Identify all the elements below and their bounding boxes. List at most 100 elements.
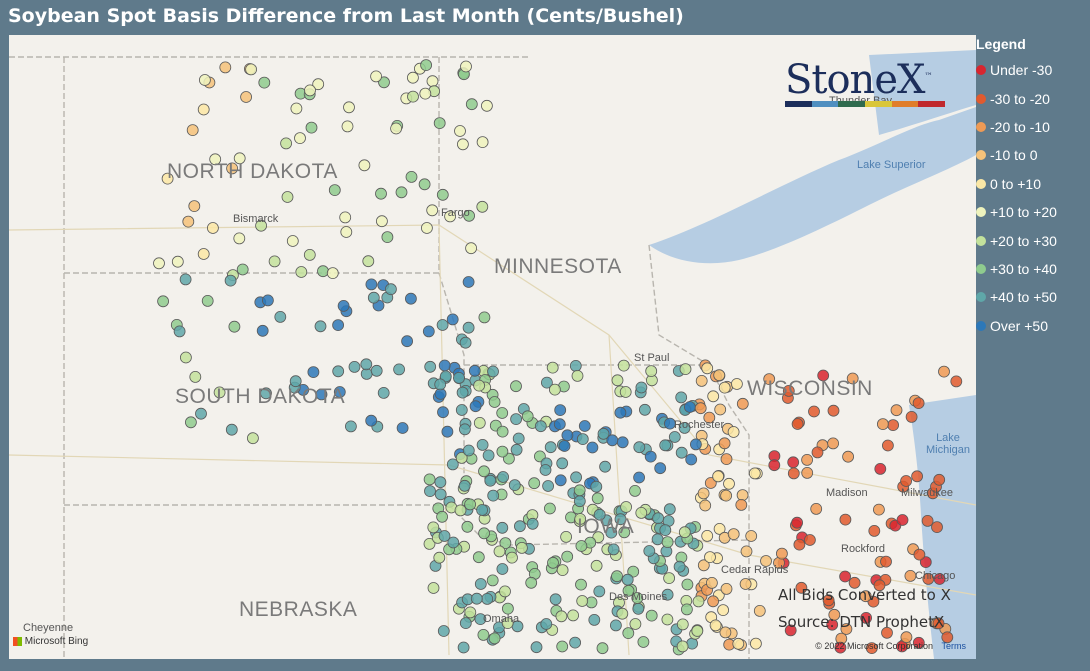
basis-point[interactable] [652, 512, 664, 525]
basis-point[interactable] [189, 370, 202, 383]
basis-point[interactable] [668, 431, 681, 443]
basis-point[interactable] [877, 418, 889, 431]
basis-point[interactable] [405, 170, 418, 183]
basis-point[interactable] [436, 188, 449, 201]
basis-point[interactable] [447, 536, 460, 549]
basis-point[interactable] [619, 386, 632, 398]
basis-point[interactable] [784, 624, 797, 637]
basis-point[interactable] [707, 390, 720, 403]
basis-point[interactable] [575, 578, 587, 591]
basis-point[interactable] [635, 506, 648, 519]
basis-point[interactable] [694, 402, 707, 415]
basis-point[interactable] [659, 439, 672, 452]
basis-point[interactable] [528, 477, 541, 490]
basis-point[interactable] [464, 606, 477, 619]
basis-point[interactable] [497, 471, 510, 483]
basis-point[interactable] [197, 248, 210, 260]
basis-point[interactable] [201, 294, 214, 307]
basis-point[interactable] [904, 570, 917, 582]
basis-point[interactable] [179, 273, 192, 286]
basis-point[interactable] [621, 573, 634, 586]
basis-point[interactable] [182, 215, 195, 228]
basis-point[interactable] [206, 222, 219, 234]
basis-point[interactable] [645, 365, 658, 378]
basis-point[interactable] [760, 555, 772, 567]
basis-point[interactable] [827, 437, 839, 450]
basis-point[interactable] [457, 641, 470, 654]
basis-point[interactable] [470, 592, 483, 605]
basis-point[interactable] [468, 364, 481, 377]
basis-point[interactable] [673, 560, 686, 573]
basis-point[interactable] [905, 410, 918, 423]
basis-point[interactable] [811, 446, 824, 459]
basis-point[interactable] [720, 583, 733, 595]
basis-point[interactable] [197, 103, 210, 116]
basis-point[interactable] [834, 641, 847, 654]
basis-point[interactable] [941, 631, 954, 644]
basis-point[interactable] [684, 401, 696, 413]
basis-point[interactable] [240, 91, 253, 103]
basis-point[interactable] [281, 191, 294, 203]
basis-point[interactable] [314, 320, 327, 333]
basis-point[interactable] [496, 521, 509, 534]
basis-point[interactable] [526, 517, 539, 530]
basis-point[interactable] [456, 138, 469, 151]
basis-point[interactable] [804, 534, 816, 546]
basis-point[interactable] [596, 642, 609, 655]
basis-point[interactable] [420, 222, 433, 234]
basis-point[interactable] [375, 215, 388, 228]
legend-item[interactable]: +10 to +20 [976, 198, 1090, 226]
basis-point[interactable] [438, 530, 451, 542]
basis-point[interactable] [258, 76, 271, 89]
basis-point[interactable] [605, 526, 618, 539]
basis-point[interactable] [712, 470, 724, 483]
basis-point[interactable] [643, 545, 656, 557]
basis-point[interactable] [567, 609, 579, 622]
basis-point[interactable] [644, 450, 657, 463]
basis-point[interactable] [768, 459, 781, 472]
basis-point[interactable] [606, 434, 619, 447]
basis-point[interactable] [407, 90, 419, 103]
basis-point[interactable] [290, 102, 303, 115]
basis-point[interactable] [186, 124, 199, 136]
basis-point[interactable] [664, 417, 676, 430]
basis-point[interactable] [692, 595, 705, 608]
basis-point[interactable] [718, 437, 731, 450]
basis-point[interactable] [512, 432, 525, 445]
basis-point[interactable] [434, 476, 447, 489]
legend-item[interactable]: Over +50 [976, 312, 1090, 340]
basis-point[interactable] [890, 404, 903, 417]
basis-point[interactable] [546, 361, 559, 374]
basis-point[interactable] [341, 120, 354, 133]
basis-point[interactable] [433, 551, 446, 564]
basis-point[interactable] [887, 419, 899, 432]
basis-point[interactable] [465, 98, 478, 111]
basis-point[interactable] [171, 255, 184, 268]
basis-point[interactable] [571, 369, 584, 382]
basis-point[interactable] [446, 313, 459, 326]
basis-point[interactable] [745, 530, 758, 542]
basis-point[interactable] [303, 248, 316, 261]
basis-point[interactable] [434, 378, 447, 391]
basis-point[interactable] [233, 232, 246, 245]
basis-point[interactable] [458, 423, 471, 436]
basis-point[interactable] [499, 585, 511, 598]
basis-point[interactable] [179, 351, 192, 364]
basis-point[interactable] [617, 359, 630, 372]
basis-point[interactable] [499, 537, 512, 550]
basis-point[interactable] [791, 516, 803, 529]
basis-point[interactable] [370, 364, 383, 377]
basis-point[interactable] [434, 488, 447, 501]
basis-point[interactable] [699, 499, 712, 512]
basis-point[interactable] [912, 636, 925, 649]
basis-point[interactable] [375, 187, 387, 200]
basis-point[interactable] [912, 397, 925, 410]
basis-point[interactable] [333, 386, 346, 398]
basis-point[interactable] [695, 374, 708, 387]
basis-point[interactable] [395, 186, 408, 199]
basis-point[interactable] [718, 381, 731, 394]
basis-point[interactable] [573, 484, 586, 497]
basis-point[interactable] [377, 386, 390, 399]
basis-point[interactable] [365, 414, 378, 427]
basis-point[interactable] [707, 595, 719, 608]
